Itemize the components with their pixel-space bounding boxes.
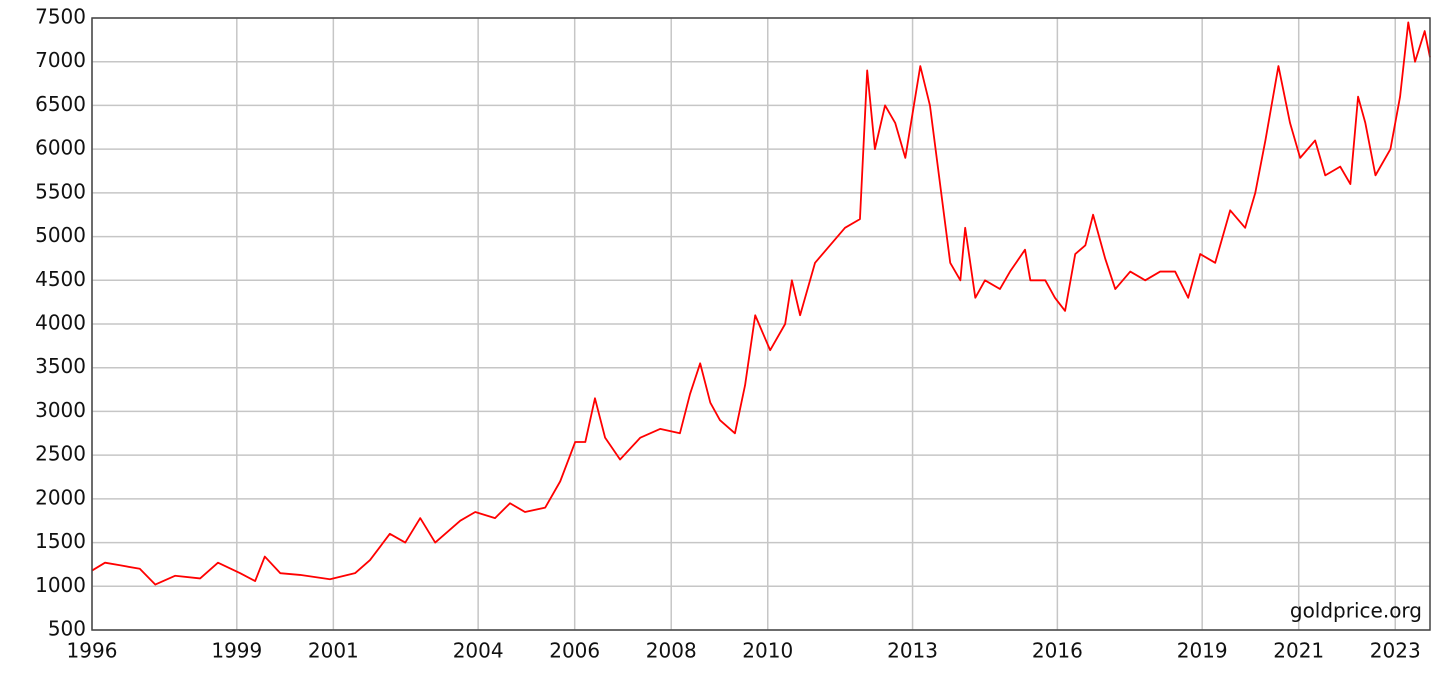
x-tick-label: 1996 [67,639,118,663]
y-tick-label: 6000 [35,136,86,160]
y-tick-label: 5000 [35,223,86,247]
x-tick-label: 2023 [1370,639,1421,663]
data-line [91,21,1431,586]
watermark: goldprice.org [1290,599,1422,623]
x-tick-label: 2008 [646,639,697,663]
y-tick-label: 3500 [35,354,86,378]
x-tick-label: 2001 [308,639,359,663]
x-tick-label: 2021 [1273,639,1324,663]
plot [91,21,1431,586]
y-tick-label: 3000 [35,398,86,422]
grid [91,17,1430,631]
y-tick-label: 500 [48,617,86,641]
x-tick-label: 2006 [549,639,600,663]
x-tick-label: 2004 [453,639,504,663]
y-tick-label: 2000 [35,485,86,509]
x-tick-label: 2013 [887,639,938,663]
y-tick-label: 7000 [35,48,86,72]
y-tick-label: 2500 [35,442,86,466]
y-tick-label: 1500 [35,529,86,553]
y-tick-label: 7500 [35,5,86,29]
x-tick-label: 2019 [1177,639,1228,663]
y-tick-label: 4000 [35,311,86,335]
x-tick-label: 2016 [1032,639,1083,663]
y-tick-label: 1000 [35,573,86,597]
x-tick-label: 2010 [742,639,793,663]
y-tick-label: 4500 [35,267,86,291]
plot-frame [91,17,1431,631]
y-tick-label: 6500 [35,92,86,116]
y-tick-label: 5500 [35,179,86,203]
x-tick-label: 1999 [211,639,262,663]
